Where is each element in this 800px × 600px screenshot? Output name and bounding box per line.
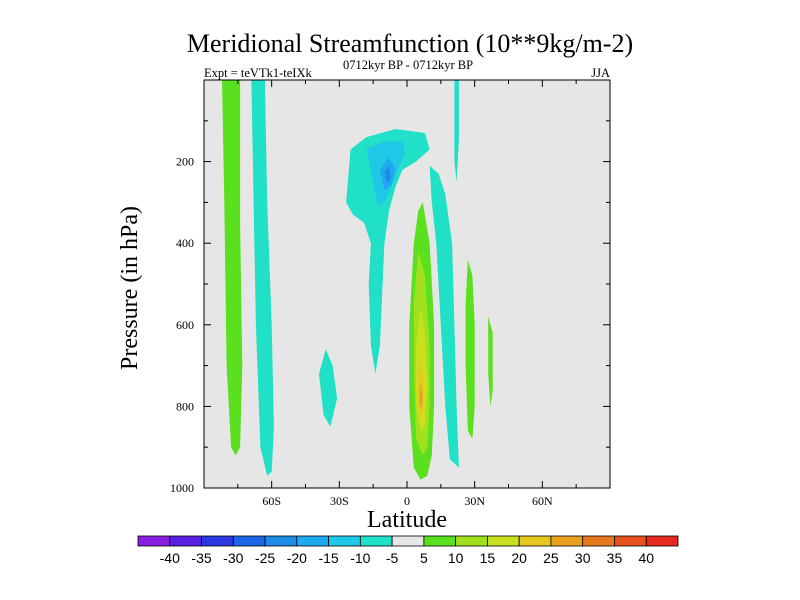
colorbar-box: [201, 535, 234, 547]
colorbar-box: [137, 535, 171, 547]
x-tick-label: 60S: [262, 494, 281, 508]
colorbar-box: [614, 535, 647, 547]
y-tick-label: 400: [176, 236, 194, 250]
colorbar-label: 5: [420, 550, 428, 566]
x-tick-label: 60N: [532, 494, 553, 508]
x-axis-label: Latitude: [367, 507, 447, 533]
chart-title: Meridional Streamfunction (10**9kg/m-2): [187, 29, 633, 58]
colorbar-label: -20: [287, 550, 307, 566]
y-axis-label: Pressure (in hPa): [117, 206, 143, 370]
contour-cyan-blob-30s: [319, 349, 338, 427]
colorbar-box: [169, 535, 202, 547]
y-tick-label: 1000: [170, 481, 194, 495]
y-tick-label: 800: [176, 399, 194, 413]
right-subtitle: JJA: [591, 66, 610, 80]
contour-cyan-upper-cell: [346, 129, 430, 374]
x-tick-label: 30N: [464, 494, 485, 508]
center-subtitle: 0712kyr BP - 0712kyr BP: [343, 58, 473, 72]
colorbar-label: 40: [638, 550, 654, 566]
colorbar-label: 30: [575, 550, 591, 566]
colorbar-label: -30: [223, 550, 243, 566]
contour-deep-orange-eq: [419, 381, 423, 411]
colorbar: -40 -35 -30 -25 -20 -15 -10 -5 5 10 15 20 25 30 35 40: [137, 535, 679, 566]
colorbar-label: -40: [160, 550, 180, 566]
contour-cyan-band-65s: [251, 80, 274, 476]
contour-green-band-75s: [222, 80, 243, 456]
colorbar-box: [264, 535, 298, 547]
contour-cyan-sliver-22n: [454, 80, 459, 182]
colorbar-box: [550, 535, 584, 547]
colorbar-box: [328, 535, 361, 547]
colorbar-box: [232, 535, 266, 547]
colorbar-label: -15: [318, 550, 338, 566]
colorbar-box: [518, 535, 552, 547]
colorbar-label: 20: [511, 550, 527, 566]
colorbar-box: [455, 535, 488, 547]
y-tick-label: 200: [176, 155, 194, 169]
colorbar-box: [391, 535, 425, 547]
contour-blue-upper-deep: [384, 165, 392, 184]
colorbar-label: 35: [607, 550, 623, 566]
contour-green-band-28n: [465, 259, 475, 439]
contour-cyan-band-10n: [429, 165, 459, 468]
colorbar-label: 25: [543, 550, 559, 566]
axis-ticks: 60S 30S 0 30N 60N 200 400 600 800 1000: [170, 80, 610, 508]
colorbar-label: -25: [255, 550, 275, 566]
left-subtitle: Expt = teVTk1-teIXk: [204, 66, 312, 80]
colorbar-box: [296, 535, 329, 547]
colorbar-box: [359, 535, 393, 547]
colorbar-box: [645, 535, 679, 547]
colorbar-label: -5: [386, 550, 399, 566]
colorbar-box: [582, 535, 615, 547]
colorbar-box: [487, 535, 520, 547]
colorbar-label: -35: [191, 550, 211, 566]
y-tick-label: 600: [176, 318, 194, 332]
colorbar-box: [423, 535, 457, 547]
x-tick-label: 30S: [330, 494, 349, 508]
contour-regions: [222, 80, 493, 480]
contour-green-sliver-38n: [488, 316, 493, 407]
x-tick-label: 0: [404, 494, 410, 508]
colorbar-label: 10: [448, 550, 464, 566]
colorbar-label: -10: [350, 550, 370, 566]
colorbar-label: 15: [480, 550, 496, 566]
